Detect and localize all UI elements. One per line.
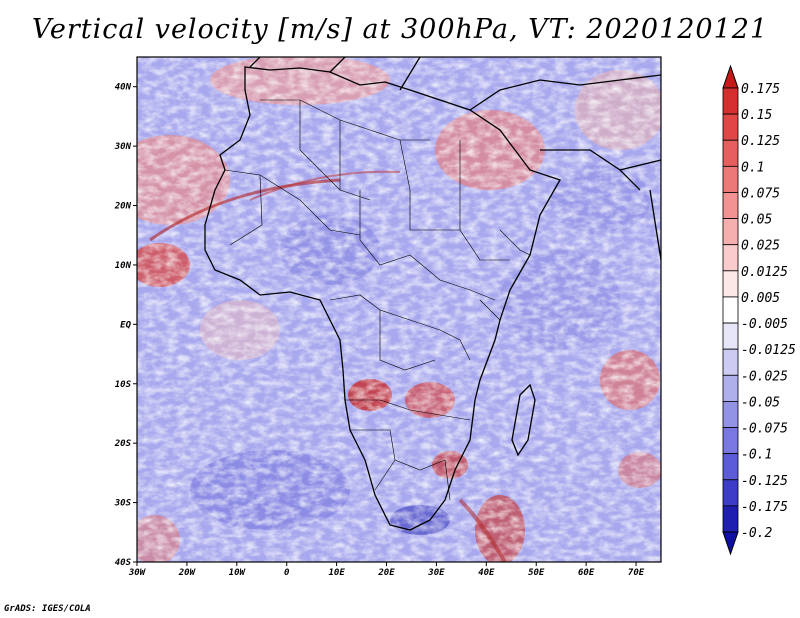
colorbar: 0.175 0.15 0.125 0.1 0.075 0.05 0.025 0.0125 0.0… [722, 64, 796, 556]
longitude-label: 40E [478, 568, 495, 578]
colorbar-label: -0.2 [741, 526, 772, 541]
latitude-label: 40N [115, 83, 132, 93]
colorbar-swatch [722, 165, 739, 193]
colorbar-swatch [722, 113, 739, 141]
colorbar-swatch [722, 322, 739, 350]
latitude-label: 10N [115, 261, 132, 271]
latitude-label: 40S [115, 558, 132, 568]
longitude-label: 70E [628, 568, 645, 578]
colorbar-label: -0.075 [741, 422, 788, 437]
colorbar-label: 0.1 [741, 160, 764, 175]
colorbar-min-arrow [722, 531, 739, 556]
colorbar-label: 0.075 [741, 186, 780, 201]
colorbar-label: -0.175 [741, 500, 788, 515]
colorbar-label: -0.025 [741, 369, 788, 384]
colorbar-label: -0.005 [741, 317, 788, 332]
colorbar-label: -0.05 [741, 395, 780, 410]
country-borders [224, 99, 531, 501]
coastlines [204, 57, 661, 531]
latitude-tick: EQ [120, 320, 137, 330]
colorbar-label: -0.0125 [741, 343, 796, 358]
colorbar-swatch [722, 270, 739, 298]
longitude-label: 0 [284, 568, 290, 578]
longitude-tick: 40E [478, 562, 495, 578]
colorbar-label: 0.025 [741, 239, 780, 254]
latitude-tick: 30S [114, 499, 137, 509]
longitude-tick: 60E [578, 562, 595, 578]
latitude-label: 20N [114, 202, 132, 212]
longitude-tick: 30E [427, 562, 445, 578]
grads-credit: GrADS: IGES/COLA [4, 604, 91, 614]
longitude-label: 20E [377, 568, 395, 578]
longitude-tick: 10W [229, 562, 247, 578]
colorbar-swatch [722, 401, 739, 428]
map-frame [136, 56, 662, 563]
colorbar-label: 0.15 [741, 108, 772, 123]
colorbar-swatch [722, 139, 739, 167]
latitude-tick: 10N [115, 261, 137, 271]
longitude-label: 60E [578, 568, 595, 578]
longitude-label: 10E [328, 568, 345, 578]
latitude-label: 30S [114, 499, 132, 509]
colorbar-swatch [722, 427, 739, 455]
latitude-tick: 10S [115, 380, 137, 390]
latitude-tick: 40S [115, 558, 137, 568]
colorbar-swatch [722, 479, 739, 507]
colorbar-max-arrow [722, 64, 739, 89]
colorbar-swatch [722, 192, 739, 219]
longitude-label: 30E [427, 568, 445, 578]
longitude-tick: 10E [328, 562, 345, 578]
velocity-field [137, 57, 661, 562]
colorbar-label: 0.175 [741, 82, 780, 97]
longitude-label: 10W [229, 568, 247, 578]
latitude-labels: 40N 30N 20N 10N EQ 10S 20S 30S 40S [114, 83, 137, 568]
longitude-label: 50E [528, 568, 545, 578]
latitude-label: 30N [114, 142, 132, 152]
longitude-tick: 50E [528, 562, 545, 578]
colorbar-label: -0.125 [741, 474, 788, 489]
colorbar-label: 0.005 [741, 291, 780, 306]
colorbar-swatch [722, 348, 739, 376]
longitude-label: 20W [178, 568, 197, 578]
colorbar-label: 0.05 [741, 213, 772, 228]
latitude-tick: 40N [115, 83, 137, 93]
latitude-tick: 20S [114, 439, 137, 449]
longitude-tick: 0 [284, 562, 290, 578]
longitude-labels: 30W 20W 10W 0 10E 20E 30E 40E 50E 60E 70E [128, 562, 645, 578]
colorbar-label: 0.0125 [741, 265, 788, 280]
latitude-tick: 20N [114, 202, 137, 212]
colorbar-swatch [722, 505, 739, 533]
longitude-label: 30W [128, 568, 147, 578]
colorbar-label: 0.125 [741, 134, 780, 149]
latitude-tick: 30N [114, 142, 137, 152]
colorbar-swatch [722, 218, 739, 246]
latitude-label: EQ [120, 320, 131, 330]
colorbar-swatch [722, 374, 739, 402]
chart-title: Vertical velocity [m/s] at 300hPa, VT: 2… [31, 14, 769, 45]
longitude-tick: 30W [128, 562, 147, 578]
colorbar-swatch [722, 296, 739, 324]
colorbar-label: -0.1 [741, 448, 772, 463]
latitude-label: 20S [114, 439, 132, 449]
latitude-label: 10S [115, 380, 132, 390]
longitude-tick: 20E [377, 562, 395, 578]
colorbar-swatch [722, 453, 739, 481]
colorbar-swatch [722, 244, 739, 272]
longitude-tick: 20W [178, 562, 197, 578]
longitude-tick: 70E [628, 562, 645, 578]
colorbar-swatch [722, 87, 739, 115]
